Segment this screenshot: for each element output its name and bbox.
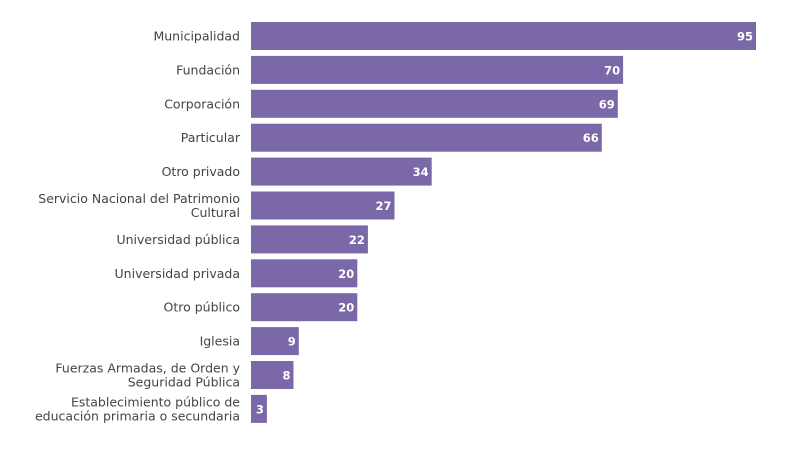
value-label-2: 69 [599,97,615,111]
category-label-line: Fundación [176,62,240,77]
category-label-line: Otro privado [162,164,240,179]
bar-2 [251,89,618,118]
category-label-10: Fuerzas Armadas, de Orden y Seguridad Púb… [55,361,240,390]
category-label-6: Universidad pública [116,232,240,247]
bar-9 [251,327,299,356]
bar-11 [251,394,267,423]
category-label-line: Corporación [164,96,240,111]
category-label-line: Otro público [164,300,240,315]
category-label-line: Particular [181,130,241,145]
value-label-0: 95 [737,30,753,44]
category-label-9: Iglesia [200,334,240,349]
value-label-8: 20 [338,301,354,315]
category-label-line: Cultural [191,205,240,220]
category-label-line: Universidad pública [116,232,240,247]
category-label-8: Otro público [164,300,240,315]
value-label-5: 27 [375,199,391,213]
bar-7 [251,259,358,288]
value-label-9: 9 [288,335,296,349]
category-label-11: Establecimiento público de educación prim… [35,394,240,423]
bar-0 [251,22,756,50]
category-label-line: Fuerzas Armadas, de Orden y [55,361,240,376]
bar-6 [251,225,368,254]
category-label-4: Otro privado [162,164,240,179]
value-label-11: 3 [256,402,264,416]
bar-4 [251,157,432,186]
category-label-line: Universidad privada [115,266,240,281]
category-label-line: Establecimiento público de [71,394,240,409]
bar-10 [251,361,294,389]
value-label-10: 8 [282,369,290,383]
category-label-line: Iglesia [200,334,240,349]
category-label-1: Fundación [176,62,240,77]
category-label-line: Servicio Nacional del Patrimonio [38,191,240,206]
category-label-5: Servicio Nacional del Patrimonio Cultural [38,191,240,220]
category-label-line: Municipalidad [153,29,240,44]
category-label-2: Corporación [164,96,240,111]
category-label-7: Universidad privada [115,266,240,281]
bar-1 [251,55,624,84]
bar-3 [251,123,602,152]
value-label-6: 22 [349,233,365,247]
category-label-0: Municipalidad [153,29,240,44]
bar-8 [251,293,358,322]
value-label-4: 34 [413,165,429,179]
value-label-7: 20 [338,267,354,281]
category-label-line: educación primaria o secundaria [35,408,240,423]
category-label-line: Seguridad Pública [128,375,240,390]
value-label-3: 66 [583,131,599,145]
category-label-3: Particular [181,130,241,145]
value-label-1: 70 [604,63,620,77]
bar-5 [251,191,395,220]
